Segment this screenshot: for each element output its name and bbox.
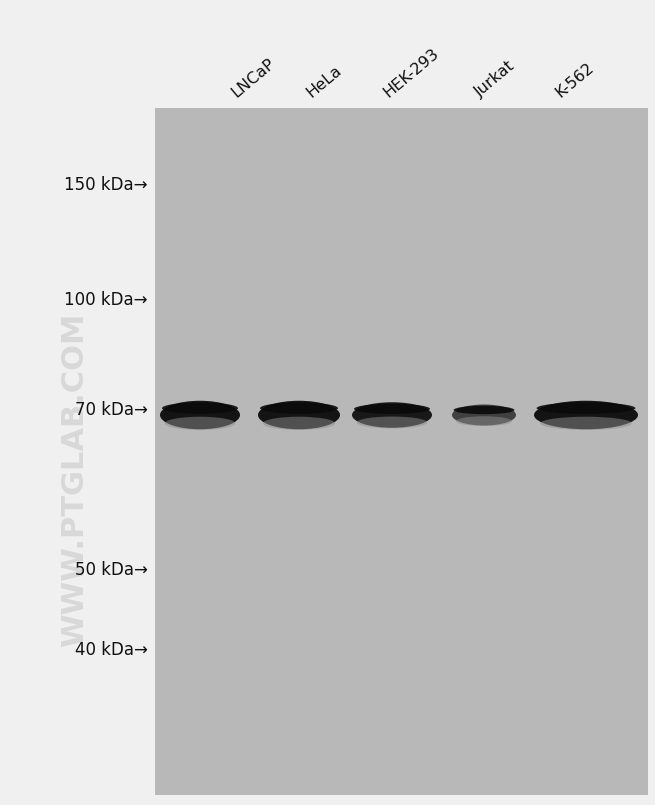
Ellipse shape: [540, 417, 632, 430]
Bar: [155, 108, 648, 795]
Text: WWW.PTGLAB.COM: WWW.PTGLAB.COM: [60, 313, 90, 647]
Text: K-562: K-562: [552, 60, 597, 100]
Ellipse shape: [536, 402, 635, 414]
Text: 100 kDa→: 100 kDa→: [64, 291, 148, 309]
Ellipse shape: [534, 401, 638, 429]
Ellipse shape: [354, 404, 430, 414]
Text: LNCaP: LNCaP: [229, 56, 278, 100]
Text: 50 kDa→: 50 kDa→: [75, 561, 148, 579]
Ellipse shape: [165, 417, 235, 430]
Ellipse shape: [258, 401, 340, 429]
Ellipse shape: [260, 402, 338, 414]
Text: 150 kDa→: 150 kDa→: [64, 176, 148, 194]
Ellipse shape: [452, 404, 516, 426]
Text: Jurkat: Jurkat: [472, 59, 518, 100]
Ellipse shape: [456, 416, 512, 426]
Ellipse shape: [357, 416, 427, 428]
Text: 40 kDa→: 40 kDa→: [75, 641, 148, 659]
Ellipse shape: [352, 402, 432, 427]
Text: HeLa: HeLa: [303, 62, 345, 100]
Ellipse shape: [263, 417, 335, 430]
Ellipse shape: [454, 406, 514, 414]
Ellipse shape: [162, 402, 238, 414]
Ellipse shape: [160, 401, 240, 429]
Text: 70 kDa→: 70 kDa→: [75, 401, 148, 419]
Text: HEK-293: HEK-293: [381, 45, 441, 100]
